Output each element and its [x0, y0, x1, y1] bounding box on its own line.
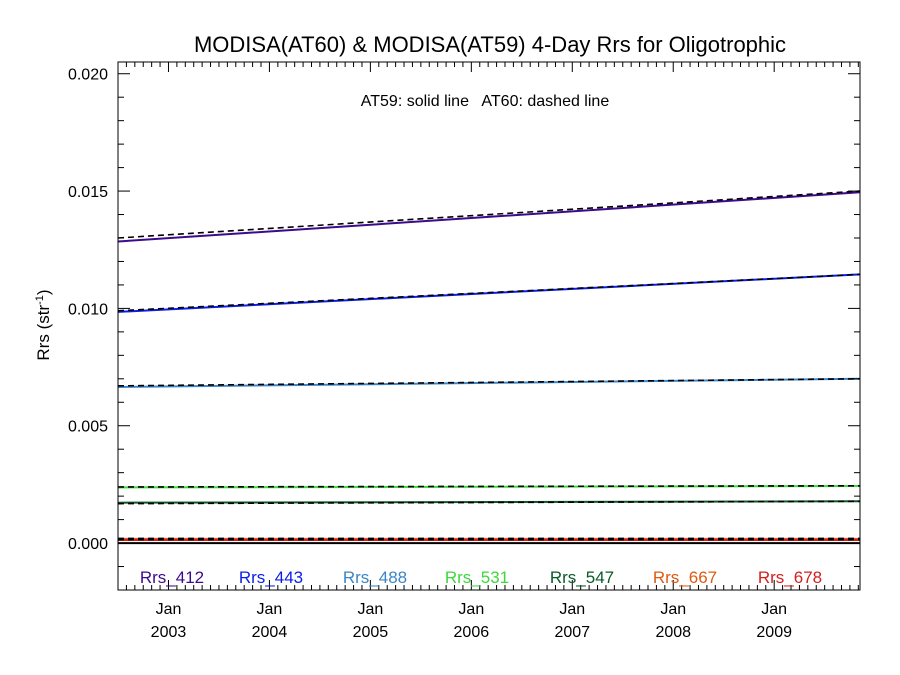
legend-item: Rrs_488 — [343, 568, 407, 587]
legend-item: Rrs_678 — [758, 568, 822, 587]
series-line-dashed — [117, 273, 861, 312]
chart-title: MODISA(AT60) & MODISA(AT59) 4-Day Rrs fo… — [194, 32, 786, 57]
y-axis-label-main: Rrs (str — [34, 305, 53, 361]
y-axis-label-superscript: -1 — [34, 295, 46, 305]
x-tick-label-month: Jan — [660, 601, 686, 618]
x-tick-label-year: 2005 — [353, 624, 389, 641]
x-tick-label-month: Jan — [357, 601, 383, 618]
x-tick-label-year: 2009 — [756, 624, 792, 641]
x-tick-label-month: Jan — [257, 601, 283, 618]
series-line-dashed — [117, 378, 861, 387]
legend: Rrs_412 Rrs_443 Rrs_488 Rrs_531 Rrs_547 Rrs_6… — [140, 568, 822, 587]
x-tick-label-year: 2008 — [655, 624, 691, 641]
x-tick-label-year: 2007 — [554, 624, 590, 641]
x-tick-label-year: 2003 — [151, 624, 187, 641]
x-tick-label-month: Jan — [156, 601, 182, 618]
series-line-dashed — [117, 190, 861, 239]
series-line-solid — [117, 191, 861, 243]
legend-item: Rrs_412 — [140, 568, 204, 587]
x-axis: Jan 2003 Jan 2004 Jan 2005 Jan 2006 Jan 2007 Jan 20… — [117, 62, 859, 641]
legend-item: Rrs_443 — [239, 568, 303, 587]
series-lines — [117, 190, 861, 545]
x-tick-label-month: Jan — [761, 601, 787, 618]
legend-item: Rrs_531 — [445, 568, 509, 587]
chart-annotation: AT59: solid line AT60: dashed line — [361, 93, 610, 110]
y-tick-label: 0.010 — [68, 301, 108, 318]
x-tick-label-month: Jan — [559, 601, 585, 618]
x-tick-label-year: 2006 — [454, 624, 490, 641]
y-tick-label: 0.000 — [68, 536, 108, 553]
y-axis: 0.000 0.005 0.010 0.015 0.020 — [68, 67, 860, 591]
series-line-dashed — [117, 485, 861, 488]
x-tick-label-month: Jan — [458, 601, 484, 618]
y-tick-label: 0.015 — [68, 184, 108, 201]
series-line-dashed — [117, 500, 861, 505]
y-axis-label: Rrs (str-1) — [34, 289, 53, 360]
y-tick-label: 0.020 — [68, 67, 108, 84]
legend-item: Rrs_667 — [653, 568, 717, 587]
y-tick-label: 0.005 — [68, 419, 108, 436]
legend-item: Rrs_547 — [550, 568, 614, 587]
y-axis-label-suffix: ) — [34, 289, 53, 295]
x-tick-label-year: 2004 — [252, 624, 288, 641]
plot-frame — [117, 61, 861, 591]
